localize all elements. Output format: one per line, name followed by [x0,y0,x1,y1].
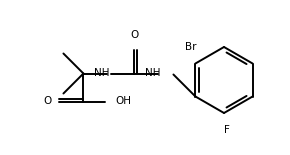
Text: OH: OH [115,97,131,106]
Text: O: O [43,97,51,106]
Text: Br: Br [185,42,196,51]
Text: F: F [224,125,230,135]
Text: NH: NH [94,69,109,78]
Text: O: O [130,31,139,40]
Text: NH: NH [145,69,160,78]
